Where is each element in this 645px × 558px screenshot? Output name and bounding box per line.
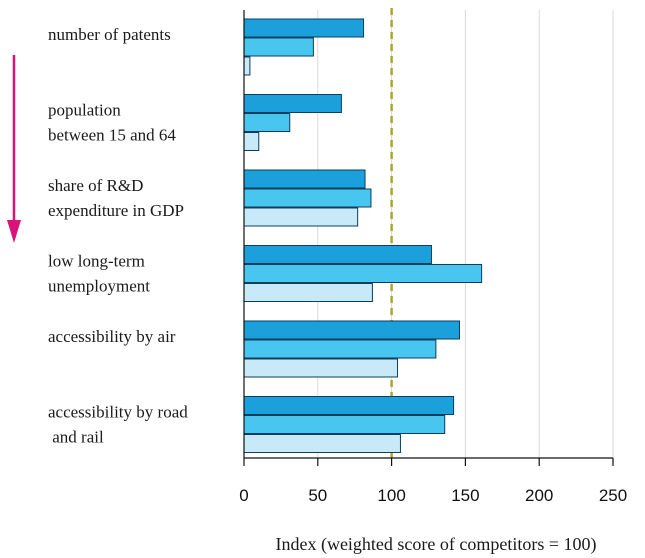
category-label-line: population xyxy=(48,101,121,120)
category-label-3: share of R&D expenditure in GDP xyxy=(48,176,184,220)
side-arrow-group xyxy=(7,55,21,243)
bar-series3-cat6 xyxy=(243,434,401,453)
bar-series1-cat4 xyxy=(243,245,432,264)
x-tick-label-150: 150 xyxy=(451,486,479,505)
bar-series3-cat5 xyxy=(243,358,399,378)
category-label-line: number of patents xyxy=(48,25,171,44)
category-labels: number of patents population between 15 an… xyxy=(48,25,188,447)
bar-series1-cat5 xyxy=(243,320,460,340)
bar-series2-cat1 xyxy=(243,37,314,57)
bar-series2-cat4 xyxy=(243,264,483,283)
category-label-6: accessibility by road and rail xyxy=(48,403,188,447)
category-label-4: low long-term unemployment xyxy=(48,252,150,296)
bar-series2-cat2 xyxy=(243,113,291,132)
category-label-line: low long-term xyxy=(48,252,145,271)
bar-series2-cat5 xyxy=(243,339,437,359)
category-label-1: number of patents xyxy=(48,25,171,44)
bar-series3-cat4 xyxy=(243,283,373,302)
bar-series3-cat1 xyxy=(243,56,251,76)
x-tick-label-50: 50 xyxy=(308,486,327,505)
x-tick-label-0: 0 xyxy=(239,486,248,505)
side-arrow-head xyxy=(7,220,21,243)
bar-series3-cat2 xyxy=(243,132,260,151)
bar-series1-cat2 xyxy=(243,94,342,113)
category-label-line: expenditure in GDP xyxy=(48,201,184,220)
bar-series1-cat3 xyxy=(243,169,366,189)
bar-series2-cat3 xyxy=(243,188,372,208)
bar-series2-cat6 xyxy=(243,415,446,434)
x-tick-label-250: 250 xyxy=(599,486,627,505)
category-label-line: share of R&D xyxy=(48,176,143,195)
category-label-line: accessibility by air xyxy=(48,327,176,346)
category-label-line: between 15 and 64 xyxy=(48,126,176,145)
x-axis-title: Index (weighted score of competitors = 1… xyxy=(275,534,596,555)
axes xyxy=(243,10,614,466)
x-tick-label-100: 100 xyxy=(377,486,405,505)
category-label-line: and rail xyxy=(48,428,104,447)
x-tick-label-200: 200 xyxy=(525,486,553,505)
category-label-line: unemployment xyxy=(48,277,150,296)
bars xyxy=(243,18,483,453)
grid-lines xyxy=(317,10,614,458)
bar-series1-cat1 xyxy=(243,18,365,38)
category-label-line: accessibility by road xyxy=(48,403,188,422)
bar-series1-cat6 xyxy=(243,396,455,415)
x-tick-labels: 0 50 100 150 200 250 xyxy=(239,486,627,505)
bar-series3-cat3 xyxy=(243,207,359,227)
category-label-5: accessibility by air xyxy=(48,327,176,346)
category-label-2: population between 15 and 64 xyxy=(48,101,176,145)
